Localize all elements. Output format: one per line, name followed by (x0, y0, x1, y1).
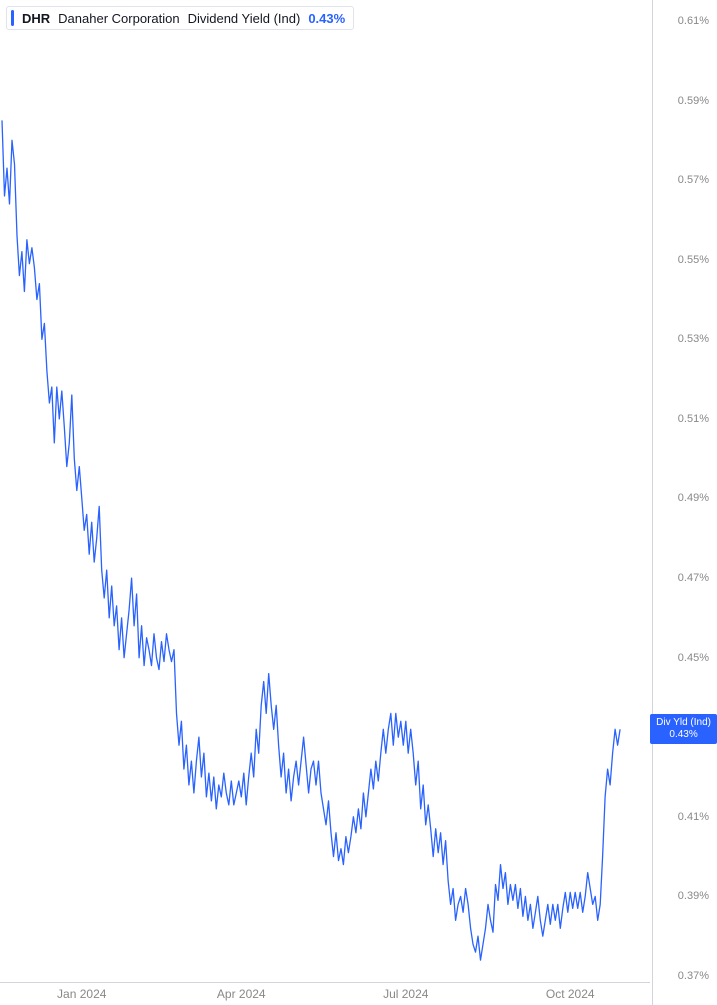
price-tag-value: 0.43% (656, 729, 711, 741)
y-axis-line (652, 0, 653, 1005)
y-tick-label: 0.57% (678, 174, 709, 186)
legend-company-name: Danaher Corporation (58, 11, 179, 26)
y-tick-label: 0.41% (678, 811, 709, 823)
chart-container: 0.61% 0.59% 0.57% 0.55% 0.53% 0.51% 0.49% 0.47%… (0, 0, 717, 1005)
y-tick-label: 0.55% (678, 254, 709, 266)
x-tick-label: Oct 2024 (546, 987, 595, 1001)
legend-color-marker (11, 10, 14, 26)
x-axis-line (0, 982, 650, 983)
legend[interactable]: DHR Danaher Corporation Dividend Yield (… (6, 6, 354, 30)
x-tick-label: Jan 2024 (57, 987, 106, 1001)
y-tick-label: 0.61% (678, 15, 709, 27)
current-value-tag: Div Yld (Ind) 0.43% (650, 714, 717, 744)
legend-value: 0.43% (308, 11, 345, 26)
legend-metric: Dividend Yield (Ind) (188, 11, 301, 26)
y-tick-label: 0.37% (678, 970, 709, 982)
legend-ticker: DHR (22, 11, 50, 26)
y-tick-label: 0.49% (678, 492, 709, 504)
y-tick-label: 0.39% (678, 890, 709, 902)
y-tick-label: 0.53% (678, 333, 709, 345)
x-tick-label: Apr 2024 (217, 987, 266, 1001)
y-tick-label: 0.45% (678, 652, 709, 664)
x-tick-label: Jul 2024 (383, 987, 428, 1001)
line-chart (0, 0, 717, 1005)
y-tick-label: 0.59% (678, 95, 709, 107)
price-tag-label: Div Yld (Ind) (656, 717, 711, 729)
y-tick-label: 0.51% (678, 413, 709, 425)
y-tick-label: 0.47% (678, 572, 709, 584)
